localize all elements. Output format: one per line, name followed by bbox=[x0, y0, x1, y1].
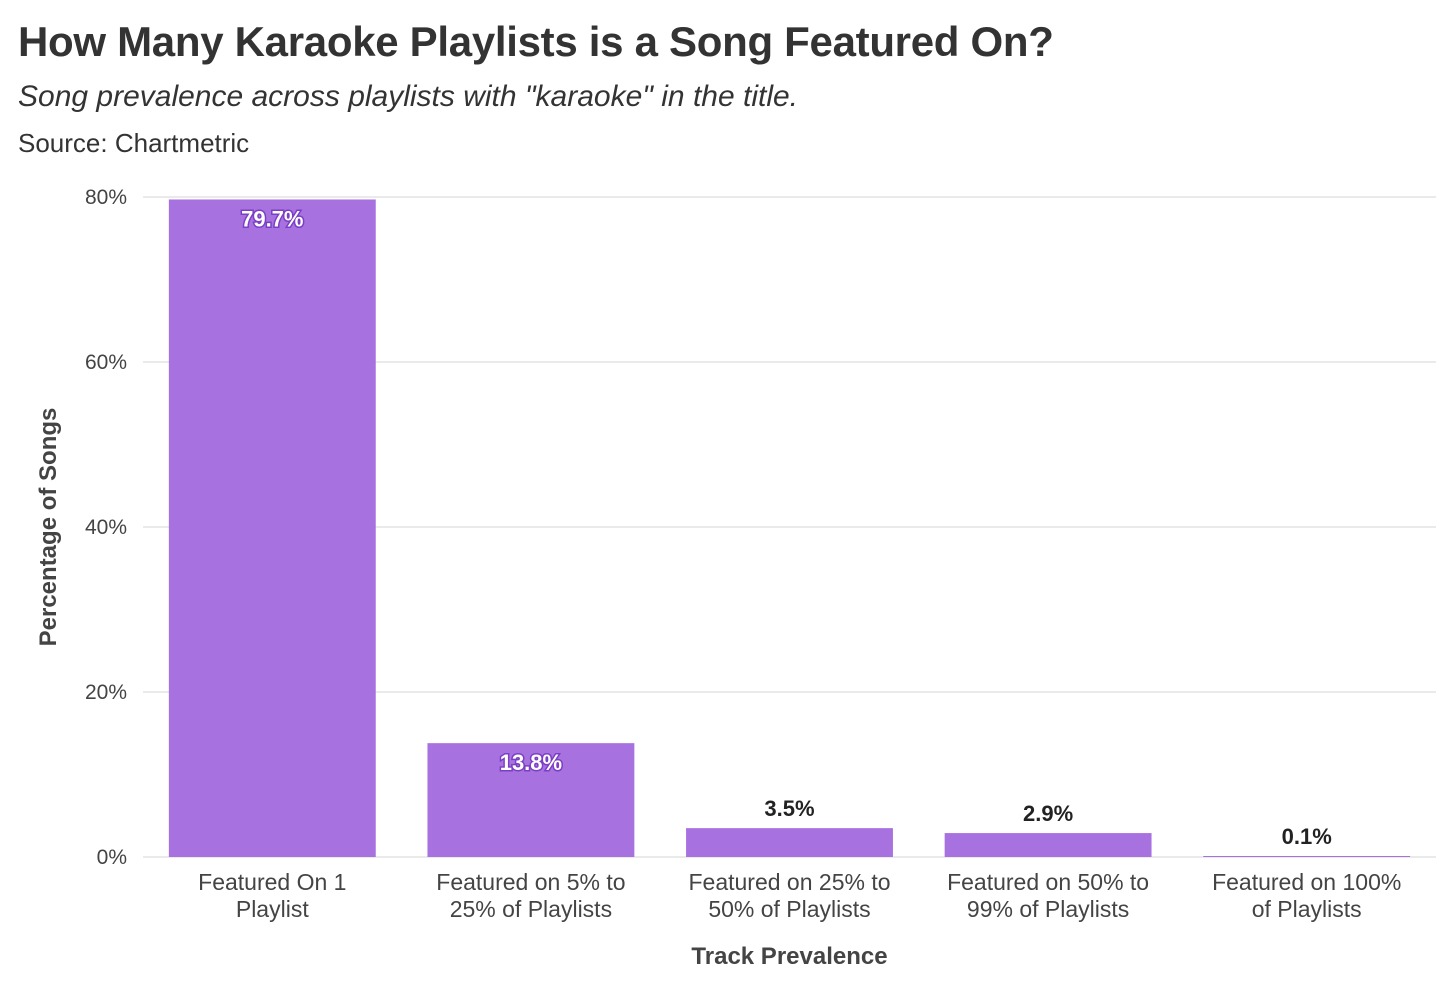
x-tick-label: Featured on 5% to bbox=[436, 869, 625, 895]
x-tick-label: 50% of Playlists bbox=[708, 896, 870, 922]
x-tick-label: 25% of Playlists bbox=[450, 896, 612, 922]
bar bbox=[427, 743, 635, 857]
x-tick-label: of Playlists bbox=[1252, 896, 1362, 922]
y-tick-label: 60% bbox=[85, 351, 127, 374]
bar bbox=[168, 199, 376, 858]
x-tick-label: Playlist bbox=[236, 896, 309, 922]
y-tick-label: 80% bbox=[85, 186, 127, 209]
y-axis-title: Percentage of Songs bbox=[35, 408, 62, 647]
bar bbox=[944, 833, 1152, 857]
data-label: 13.8% bbox=[500, 750, 562, 775]
chart-title: How Many Karaoke Playlists is a Song Fea… bbox=[18, 18, 1054, 65]
x-tick-label: Featured On 1 bbox=[198, 869, 346, 895]
y-axis-ticks: 0% 20% 40% 60% 80% bbox=[85, 186, 127, 869]
bar bbox=[686, 828, 893, 857]
y-tick-label: 20% bbox=[85, 681, 127, 704]
chart-subtitle: Song prevalence across playlists with "k… bbox=[18, 80, 799, 113]
bar bbox=[1203, 856, 1411, 857]
y-tick-label: 0% bbox=[97, 846, 127, 869]
data-label: 3.5% bbox=[764, 796, 814, 821]
x-tick-label: Featured on 25% to bbox=[688, 869, 890, 895]
chart-source: Source: Chartmetric bbox=[18, 128, 250, 158]
x-tick-label: Featured on 100% bbox=[1212, 869, 1401, 895]
x-axis-title: Track Prevalence bbox=[691, 943, 887, 970]
bars bbox=[168, 199, 1411, 858]
y-tick-label: 40% bbox=[85, 516, 127, 539]
data-label: 0.1% bbox=[1282, 824, 1332, 849]
data-label: 2.9% bbox=[1023, 801, 1073, 826]
x-tick-label: Featured on 50% to bbox=[947, 869, 1149, 895]
x-tick-label: 99% of Playlists bbox=[967, 896, 1129, 922]
data-labels: 79.7% 13.8% 3.5% 2.9% 0.1% bbox=[240, 205, 1332, 849]
data-label: 79.7% bbox=[241, 206, 303, 231]
